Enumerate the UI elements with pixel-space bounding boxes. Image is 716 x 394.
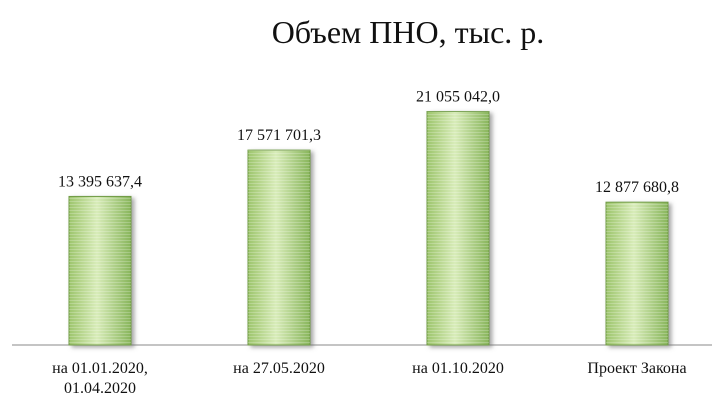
category-label-line-2-1: на 27.05.2020 bbox=[233, 360, 325, 377]
bar-texture-3 bbox=[427, 111, 489, 346]
bar-2 bbox=[247, 149, 311, 346]
value-labels-layer: 13 395 637,4 17 571 701,3 21 055 042,0 12 8… bbox=[58, 88, 679, 196]
value-label-4: 12 877 680,8 bbox=[595, 179, 679, 196]
value-label-3: 21 055 042,0 bbox=[416, 88, 500, 105]
category-label-line-4-1: Проект Закона bbox=[587, 360, 686, 377]
category-labels-layer: на 01.01.2020, 01.04.2020 на 27.05.2020 на … bbox=[52, 360, 686, 394]
category-label-1: на 01.01.2020, 01.04.2020 bbox=[52, 360, 148, 394]
bar-1 bbox=[68, 195, 132, 346]
category-label-line-1-2: 01.04.2020 bbox=[64, 380, 136, 394]
bar-texture-4 bbox=[606, 202, 668, 345]
bar-texture-2 bbox=[248, 150, 310, 345]
bar-4 bbox=[605, 201, 669, 346]
category-label-line-3-1: на 01.10.2020 bbox=[412, 360, 504, 377]
category-label-3: на 01.10.2020 bbox=[412, 360, 504, 377]
category-label-line-1-1: на 01.01.2020, bbox=[52, 360, 148, 377]
value-label-1: 13 395 637,4 bbox=[58, 173, 142, 190]
bar-texture-1 bbox=[69, 196, 131, 345]
bar-3 bbox=[426, 110, 490, 346]
category-label-4: Проект Закона bbox=[587, 360, 686, 377]
chart-title: Объем ПНО, тыс. р. bbox=[272, 14, 545, 50]
value-label-2: 17 571 701,3 bbox=[237, 127, 321, 144]
category-label-2: на 27.05.2020 bbox=[233, 360, 325, 377]
bars-layer bbox=[68, 110, 669, 346]
